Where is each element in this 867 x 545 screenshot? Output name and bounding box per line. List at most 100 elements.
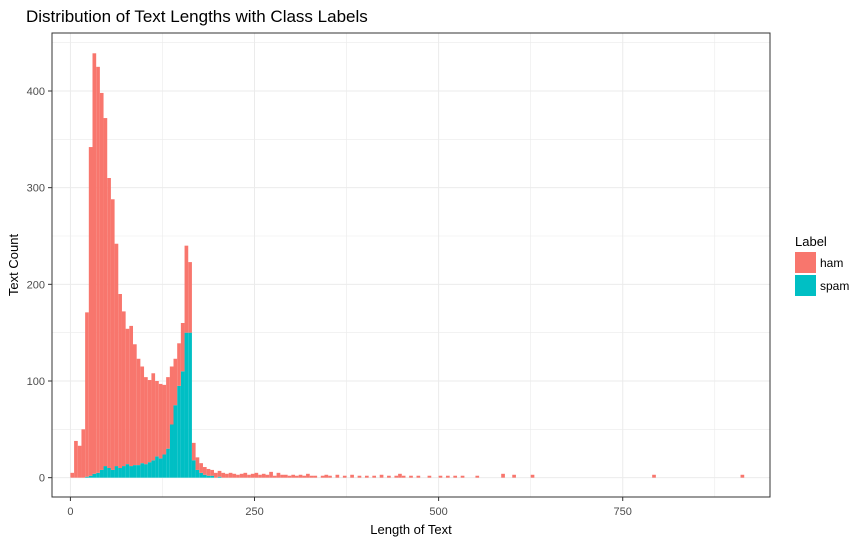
bar-ham	[74, 440, 78, 478]
bar-spam	[125, 464, 130, 478]
bar-ham	[166, 377, 170, 449]
bar-ham	[309, 475, 314, 478]
bar-ham	[298, 474, 303, 478]
bar-ham	[530, 474, 535, 478]
bar-ham	[239, 473, 244, 478]
bar-ham	[107, 178, 111, 468]
bar-ham	[272, 475, 277, 478]
bar-ham	[295, 475, 299, 478]
bar-ham	[394, 475, 399, 478]
bar-spam	[184, 332, 189, 478]
bar-ham	[269, 471, 273, 478]
bar-ham	[217, 470, 222, 477]
bar-ham	[88, 147, 93, 476]
bar-ham	[184, 245, 189, 333]
bar-spam	[140, 463, 145, 478]
bar-spam	[136, 465, 141, 478]
bar-ham	[158, 383, 163, 459]
bar-spam	[85, 476, 89, 478]
bar-spam	[206, 475, 211, 478]
bar-ham	[387, 475, 391, 478]
bar-ham	[416, 475, 421, 478]
y-tick-label: 100	[27, 376, 45, 388]
bar-ham	[740, 474, 745, 478]
bar-spam	[114, 466, 119, 478]
bar-spam	[121, 466, 126, 478]
chart-title: Distribution of Text Lengths with Class …	[26, 7, 368, 26]
bar-ham	[398, 473, 402, 478]
bar-ham	[228, 472, 233, 478]
bar-ham	[77, 445, 82, 478]
bar-ham	[188, 262, 192, 333]
x-axis-title: Length of Text	[370, 522, 452, 537]
legend-key-spam	[795, 275, 816, 296]
bar-spam	[133, 465, 137, 478]
bar-ham	[512, 474, 516, 478]
bar-spam	[103, 466, 108, 478]
bar-ham	[162, 384, 167, 455]
bar-ham	[379, 474, 384, 478]
bar-ham	[258, 474, 262, 478]
bar-ham	[313, 475, 318, 478]
bar-ham	[409, 475, 413, 478]
bar-ham	[250, 473, 255, 478]
bar-ham	[475, 475, 480, 478]
bar-ham	[302, 475, 307, 478]
bar-ham	[372, 475, 377, 478]
bar-ham	[202, 467, 207, 475]
bar-ham	[140, 366, 145, 464]
bar-spam	[199, 472, 203, 478]
bar-ham	[103, 118, 108, 467]
bar-ham	[324, 474, 329, 478]
bar-ham	[460, 475, 465, 478]
bar-ham	[306, 473, 310, 478]
bar-spam	[173, 405, 178, 478]
bar-ham	[342, 475, 347, 478]
bar-ham	[276, 472, 281, 478]
legend-title: Label	[795, 234, 827, 249]
bar-ham	[214, 472, 218, 478]
bar-ham	[254, 472, 259, 478]
bar-ham	[92, 53, 97, 474]
bar-spam	[158, 458, 163, 478]
bar-ham	[401, 475, 406, 478]
x-tick-label: 750	[614, 506, 632, 518]
bar-ham	[173, 358, 178, 406]
bar-spam	[92, 473, 97, 478]
bar-spam	[169, 424, 174, 478]
bar-ham	[652, 474, 656, 478]
bar-spam	[188, 332, 192, 478]
bar-ham	[147, 380, 152, 463]
bar-spam	[107, 468, 111, 478]
bar-ham	[261, 473, 266, 478]
legend-label-spam: spam	[820, 279, 849, 293]
bar-spam	[110, 469, 115, 478]
bar-ham	[364, 475, 369, 478]
bar-spam	[202, 474, 207, 478]
bar-ham	[265, 474, 270, 478]
x-tick-label: 250	[245, 506, 263, 518]
bar-ham	[328, 475, 332, 478]
histogram-bars	[70, 53, 745, 478]
bar-ham	[291, 474, 296, 478]
bar-ham	[151, 373, 156, 461]
bar-ham	[121, 311, 126, 467]
bar-spam	[177, 385, 181, 478]
bar-spam	[129, 466, 134, 478]
bar-spam	[144, 464, 148, 478]
bar-ham	[99, 92, 104, 470]
bar-ham	[81, 429, 86, 478]
bar-ham	[70, 472, 75, 478]
legend-label-ham: ham	[820, 256, 843, 270]
bar-ham	[206, 468, 211, 476]
bar-ham	[136, 358, 141, 466]
y-tick-label: 200	[27, 279, 45, 291]
bar-ham	[133, 344, 137, 466]
bar-ham	[427, 475, 432, 478]
bar-ham	[438, 475, 443, 478]
bar-ham	[169, 366, 174, 425]
bar-ham	[144, 377, 148, 465]
bar-ham	[155, 381, 159, 457]
bar-ham	[243, 472, 248, 478]
